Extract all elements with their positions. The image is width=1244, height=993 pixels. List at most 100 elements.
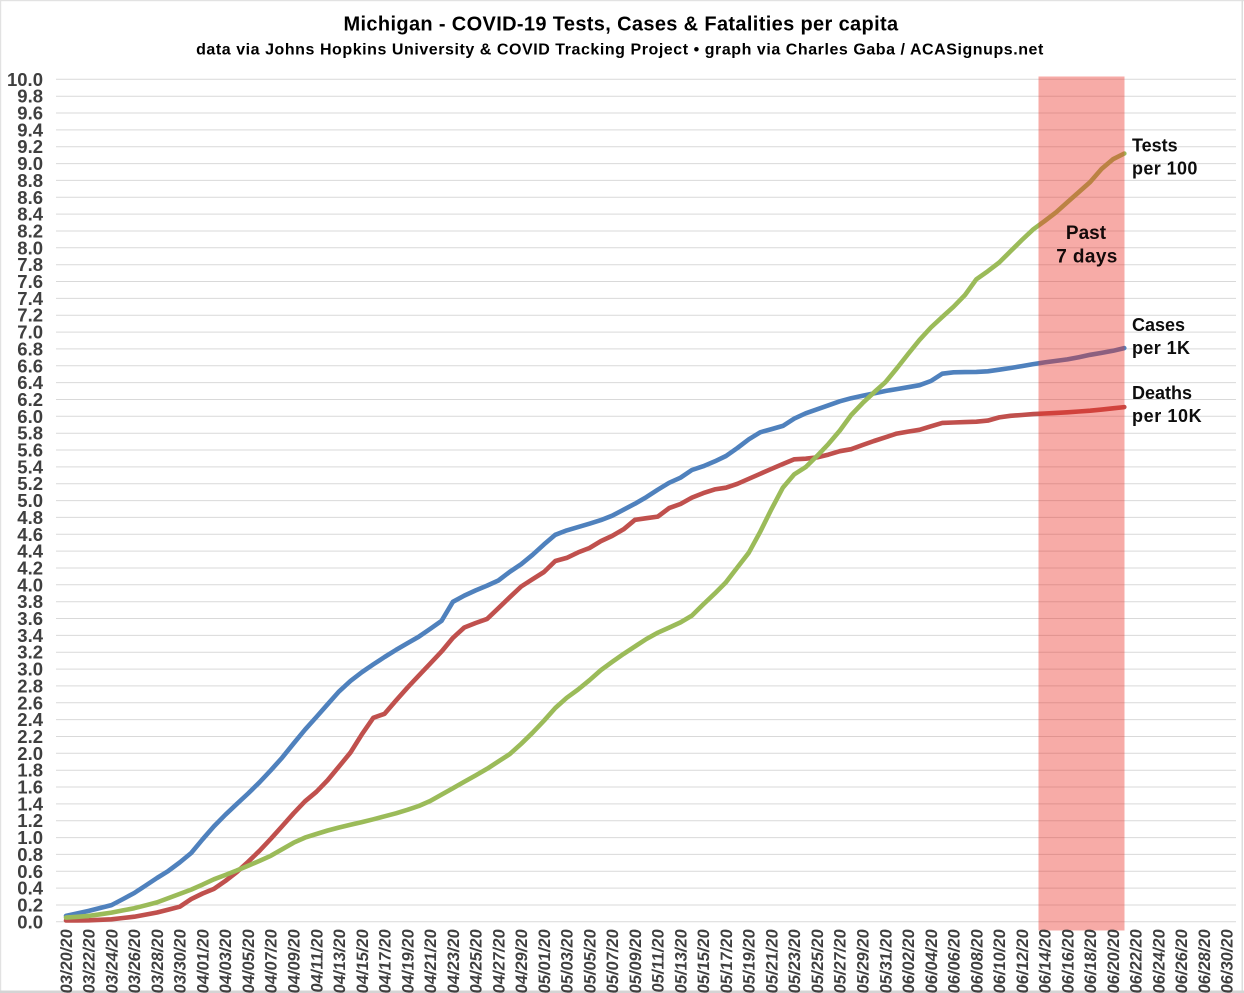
svg-text:04/15/20: 04/15/20: [353, 928, 372, 993]
svg-text:06/04/20: 06/04/20: [922, 928, 941, 993]
svg-text:05/03/20: 05/03/20: [558, 928, 577, 993]
svg-text:2.8: 2.8: [17, 675, 43, 696]
svg-text:8.8: 8.8: [17, 170, 43, 191]
svg-text:05/17/20: 05/17/20: [717, 928, 736, 993]
svg-text:10.0: 10.0: [7, 69, 43, 90]
svg-text:0.0: 0.0: [17, 911, 43, 932]
svg-text:9.0: 9.0: [17, 153, 43, 174]
svg-text:05/15/20: 05/15/20: [694, 928, 713, 993]
svg-text:05/07/20: 05/07/20: [603, 928, 622, 993]
svg-text:06/28/20: 06/28/20: [1195, 928, 1214, 993]
svg-text:5.2: 5.2: [17, 473, 43, 494]
svg-text:9.2: 9.2: [17, 136, 43, 157]
svg-text:7 days: 7 days: [1056, 247, 1118, 268]
svg-text:8.6: 8.6: [17, 187, 43, 208]
svg-text:data via Johns Hopkins Univers: data via Johns Hopkins University & COVI…: [196, 42, 1044, 59]
svg-text:per 10K: per 10K: [1132, 406, 1202, 426]
svg-text:03/22/20: 03/22/20: [80, 928, 99, 993]
svg-text:per 100: per 100: [1132, 158, 1198, 178]
svg-text:03/20/20: 03/20/20: [57, 928, 76, 993]
svg-text:06/22/20: 06/22/20: [1127, 928, 1146, 993]
svg-text:4.4: 4.4: [17, 541, 43, 562]
svg-text:Michigan - COVID-19 Tests, Cas: Michigan - COVID-19 Tests, Cases & Fatal…: [344, 14, 899, 36]
svg-text:9.4: 9.4: [17, 119, 43, 140]
svg-text:04/01/20: 04/01/20: [194, 928, 213, 993]
svg-text:6.6: 6.6: [17, 355, 43, 376]
svg-text:6.8: 6.8: [17, 338, 43, 359]
svg-text:7.2: 7.2: [17, 305, 43, 326]
svg-text:0.4: 0.4: [17, 878, 43, 899]
svg-text:04/19/20: 04/19/20: [398, 928, 417, 993]
svg-text:7.6: 7.6: [17, 271, 43, 292]
svg-text:06/12/20: 06/12/20: [1013, 928, 1032, 993]
svg-text:Past: Past: [1066, 223, 1107, 244]
svg-text:04/03/20: 04/03/20: [216, 928, 235, 993]
svg-text:03/28/20: 03/28/20: [148, 928, 167, 993]
svg-text:6.4: 6.4: [17, 372, 43, 393]
svg-text:04/13/20: 04/13/20: [330, 928, 349, 993]
svg-text:4.2: 4.2: [17, 558, 43, 579]
svg-text:1.0: 1.0: [17, 827, 43, 848]
svg-text:3.2: 3.2: [17, 642, 43, 663]
svg-text:05/25/20: 05/25/20: [808, 928, 827, 993]
svg-text:1.6: 1.6: [17, 777, 43, 798]
svg-text:Cases: Cases: [1132, 315, 1185, 335]
svg-text:3.0: 3.0: [17, 659, 43, 680]
svg-text:06/30/20: 06/30/20: [1218, 928, 1237, 993]
svg-text:05/09/20: 05/09/20: [626, 928, 645, 993]
svg-text:05/21/20: 05/21/20: [763, 928, 782, 993]
svg-text:03/26/20: 03/26/20: [125, 928, 144, 993]
svg-text:06/16/20: 06/16/20: [1058, 928, 1077, 993]
svg-text:2.0: 2.0: [17, 743, 43, 764]
svg-text:per 1K: per 1K: [1132, 338, 1190, 358]
svg-text:04/07/20: 04/07/20: [262, 928, 281, 993]
svg-text:05/01/20: 05/01/20: [535, 928, 554, 993]
svg-text:06/08/20: 06/08/20: [967, 928, 986, 993]
svg-text:1.2: 1.2: [17, 810, 43, 831]
svg-text:06/20/20: 06/20/20: [1104, 928, 1123, 993]
svg-text:4.6: 4.6: [17, 524, 43, 545]
svg-text:06/02/20: 06/02/20: [899, 928, 918, 993]
svg-text:1.8: 1.8: [17, 760, 43, 781]
svg-text:2.6: 2.6: [17, 692, 43, 713]
svg-text:04/21/20: 04/21/20: [421, 928, 440, 993]
svg-text:4.0: 4.0: [17, 574, 43, 595]
svg-text:Deaths: Deaths: [1132, 383, 1192, 403]
svg-text:5.6: 5.6: [17, 440, 43, 461]
svg-text:04/17/20: 04/17/20: [376, 928, 395, 993]
svg-text:04/27/20: 04/27/20: [489, 928, 508, 993]
svg-text:05/23/20: 05/23/20: [785, 928, 804, 993]
svg-text:5.4: 5.4: [17, 456, 43, 477]
svg-text:6.0: 6.0: [17, 406, 43, 427]
svg-text:4.8: 4.8: [17, 507, 43, 528]
svg-text:05/13/20: 05/13/20: [671, 928, 690, 993]
svg-text:05/05/20: 05/05/20: [580, 928, 599, 993]
svg-text:04/11/20: 04/11/20: [307, 928, 326, 993]
svg-text:0.2: 0.2: [17, 895, 43, 916]
svg-text:1.4: 1.4: [17, 793, 43, 814]
svg-text:05/11/20: 05/11/20: [649, 928, 668, 993]
svg-text:8.0: 8.0: [17, 237, 43, 258]
svg-text:3.4: 3.4: [17, 625, 43, 646]
svg-text:04/05/20: 04/05/20: [239, 928, 258, 993]
svg-text:06/06/20: 06/06/20: [945, 928, 964, 993]
svg-text:05/31/20: 05/31/20: [876, 928, 895, 993]
svg-text:7.4: 7.4: [17, 288, 43, 309]
svg-text:6.2: 6.2: [17, 389, 43, 410]
svg-text:9.6: 9.6: [17, 103, 43, 124]
svg-text:7.8: 7.8: [17, 254, 43, 275]
svg-text:3.6: 3.6: [17, 608, 43, 629]
svg-text:04/23/20: 04/23/20: [444, 928, 463, 993]
svg-text:04/09/20: 04/09/20: [285, 928, 304, 993]
svg-text:06/24/20: 06/24/20: [1149, 928, 1168, 993]
svg-text:8.4: 8.4: [17, 204, 43, 225]
svg-text:5.0: 5.0: [17, 490, 43, 511]
svg-text:03/24/20: 03/24/20: [102, 928, 121, 993]
svg-text:Tests: Tests: [1132, 135, 1178, 155]
svg-text:06/26/20: 06/26/20: [1172, 928, 1191, 993]
svg-text:06/14/20: 06/14/20: [1036, 928, 1055, 993]
svg-text:5.8: 5.8: [17, 423, 43, 444]
svg-text:06/18/20: 06/18/20: [1081, 928, 1100, 993]
svg-text:3.8: 3.8: [17, 591, 43, 612]
svg-text:04/29/20: 04/29/20: [512, 928, 531, 993]
